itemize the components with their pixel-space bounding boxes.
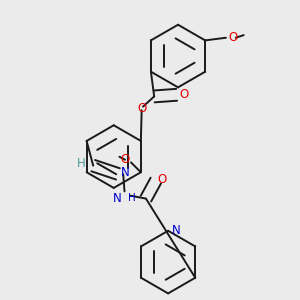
Text: H: H	[77, 157, 86, 169]
Text: N: N	[113, 192, 122, 205]
Text: O: O	[137, 102, 146, 115]
Text: O: O	[158, 173, 167, 186]
Text: O: O	[180, 88, 189, 100]
Text: H: H	[128, 194, 136, 203]
Text: N: N	[121, 166, 129, 179]
Text: O: O	[229, 31, 238, 44]
Text: N: N	[171, 224, 180, 237]
Text: O: O	[120, 153, 129, 166]
